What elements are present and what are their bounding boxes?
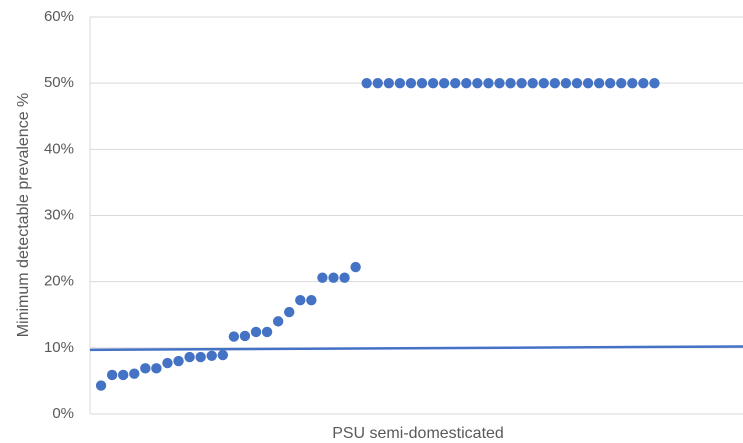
y-tick-label: 40% [44, 140, 74, 157]
point [461, 77, 472, 89]
point [582, 77, 594, 89]
point [228, 331, 240, 342]
point [250, 326, 262, 338]
point [627, 77, 638, 89]
point [649, 77, 660, 89]
point [118, 369, 129, 381]
point [372, 77, 383, 89]
y-tick-label: 60% [44, 8, 74, 25]
point [383, 77, 395, 89]
point [195, 351, 206, 363]
y-tick-label: 50% [44, 74, 74, 91]
point [295, 294, 306, 306]
point [516, 77, 527, 89]
point [427, 77, 439, 89]
x-axis-title: PSU semi-domesticated [332, 425, 504, 442]
point [505, 77, 516, 89]
point [549, 77, 561, 89]
point [106, 369, 118, 381]
point [184, 351, 195, 363]
point [527, 77, 538, 89]
point [217, 349, 229, 361]
y-tick-label: 10% [44, 339, 74, 356]
point [272, 316, 284, 327]
point [317, 272, 328, 283]
y-tick-label: 20% [44, 273, 74, 290]
point [261, 326, 273, 338]
point [538, 77, 549, 89]
point [438, 77, 450, 89]
point [638, 77, 649, 89]
point [350, 261, 361, 273]
point [239, 330, 251, 342]
point [206, 350, 217, 361]
point [472, 77, 483, 89]
point [450, 77, 461, 89]
y-tick-label: 30% [44, 206, 74, 223]
point [306, 294, 317, 306]
point [416, 77, 428, 89]
point [173, 355, 184, 367]
point [616, 77, 627, 89]
point [483, 77, 494, 89]
point [560, 77, 572, 89]
point [361, 77, 372, 89]
reference-line [89, 345, 743, 352]
point [328, 272, 339, 283]
y-axis-title: Minimum detectable prevalence % [15, 93, 32, 338]
point [162, 357, 173, 369]
point [604, 77, 616, 89]
point [394, 77, 406, 89]
y-tick-label: 0% [52, 405, 74, 422]
point [284, 306, 295, 318]
point [405, 77, 417, 89]
point [494, 77, 505, 89]
point [140, 363, 151, 374]
point [339, 272, 350, 283]
point [571, 77, 583, 89]
point [593, 77, 605, 89]
point [151, 363, 162, 374]
point [95, 380, 107, 391]
point [129, 368, 140, 379]
